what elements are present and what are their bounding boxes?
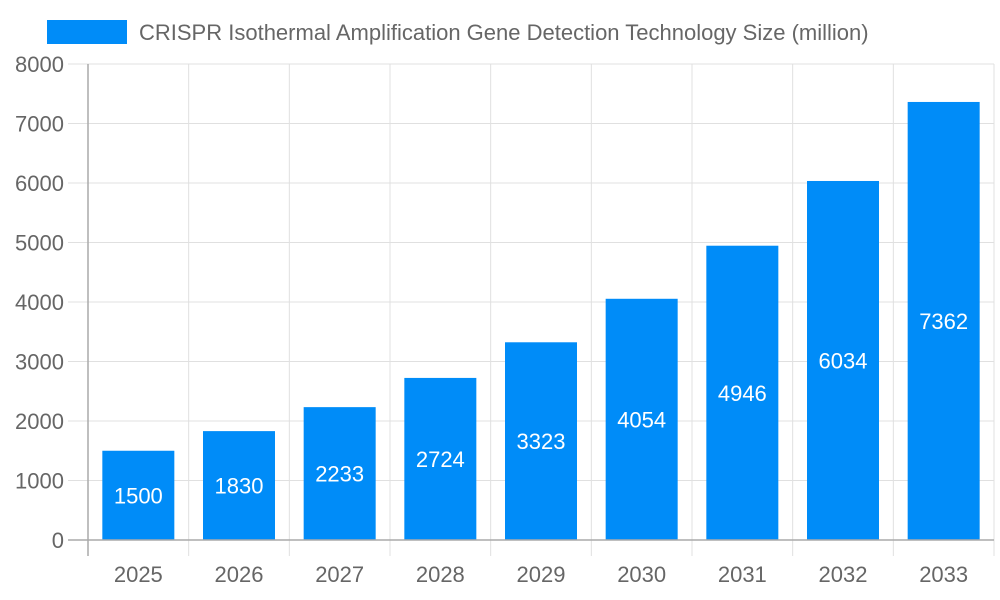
legend[interactable]: CRISPR Isothermal Amplification Gene Det… xyxy=(47,20,869,45)
data-label: 2233 xyxy=(315,462,364,487)
data-label: 4946 xyxy=(718,381,767,406)
bar xyxy=(605,298,678,540)
bar xyxy=(303,407,376,540)
y-tick-label: 2000 xyxy=(15,409,64,434)
bar xyxy=(807,180,879,541)
x-tick-label: 2027 xyxy=(315,562,364,587)
data-label: 3323 xyxy=(517,429,566,454)
data-label: 1830 xyxy=(215,474,264,499)
y-tick-label: 7000 xyxy=(15,112,64,137)
bar xyxy=(102,450,175,540)
data-label: 6034 xyxy=(819,348,868,373)
y-tick-label: 3000 xyxy=(15,350,64,375)
axes: 0 1000 2000 3000 4000 5000 6000 7000 8000 2025 202… xyxy=(15,52,994,587)
data-label: 1500 xyxy=(114,483,163,508)
x-tick-label: 2025 xyxy=(114,562,163,587)
x-tick-label: 2028 xyxy=(416,562,465,587)
y-tick-label: 6000 xyxy=(15,171,64,196)
bars: 1500 1830 2233 2724 3323 4054 4946 6034 7362 xyxy=(102,101,980,541)
y-tick-label: 1000 xyxy=(15,469,64,494)
bar xyxy=(505,342,577,540)
data-label: 4054 xyxy=(617,407,666,432)
bar xyxy=(203,431,275,540)
grid xyxy=(68,63,995,556)
x-tick-label: 2032 xyxy=(819,562,868,587)
y-tick-label: 4000 xyxy=(15,290,64,315)
x-tick-label: 2026 xyxy=(215,562,264,587)
y-tick-label: 8000 xyxy=(15,52,64,77)
bar xyxy=(907,101,980,540)
data-label: 7362 xyxy=(919,309,968,334)
data-label: 2724 xyxy=(416,447,465,472)
legend-label: CRISPR Isothermal Amplification Gene Det… xyxy=(139,20,869,45)
legend-swatch xyxy=(47,20,127,44)
x-tick-label: 2030 xyxy=(617,562,666,587)
x-tick-label: 2033 xyxy=(919,562,968,587)
x-tick-label: 2029 xyxy=(517,562,566,587)
y-tick-label: 0 xyxy=(52,528,64,553)
bar xyxy=(404,377,477,540)
bar xyxy=(706,245,779,540)
x-tick-label: 2031 xyxy=(718,562,767,587)
y-tick-label: 5000 xyxy=(15,231,64,256)
